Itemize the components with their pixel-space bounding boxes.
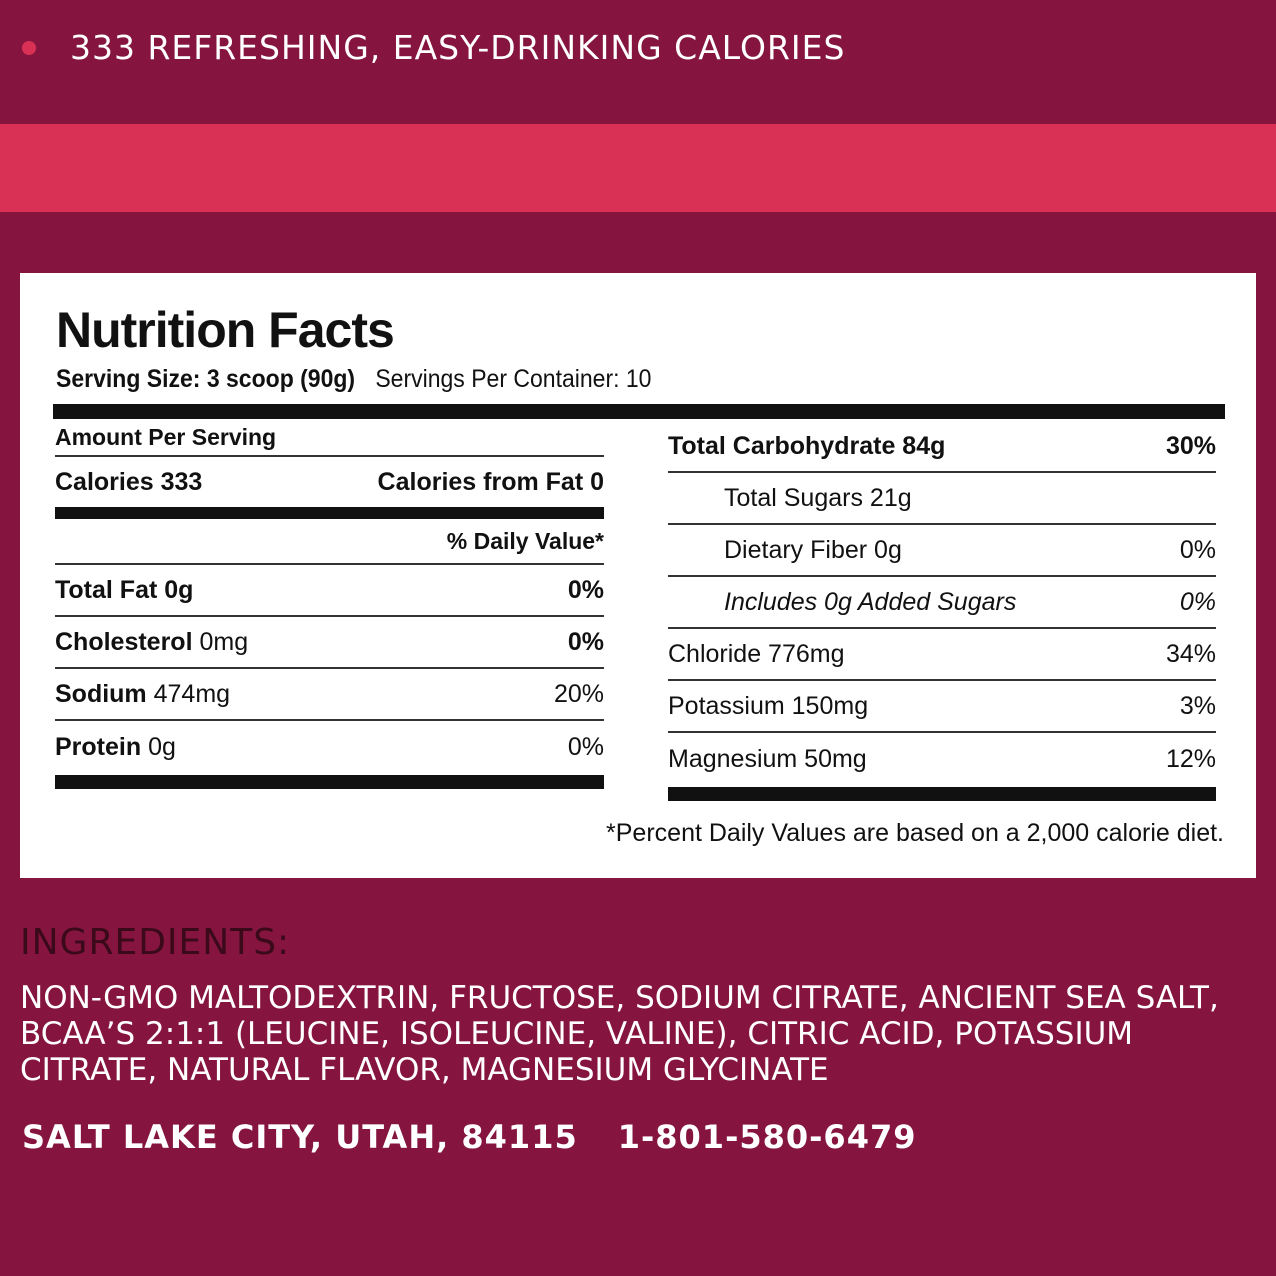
nutrient-name: Total Carbohydrate 84g bbox=[668, 431, 946, 460]
right-column: Total Carbohydrate 84g 30% Total Sugars … bbox=[668, 421, 1216, 801]
divider-thick bbox=[53, 404, 1225, 419]
serving-info: Serving Size: 3 scoop (90g) Servings Per … bbox=[56, 365, 651, 394]
nutrient-dv: 20% bbox=[553, 679, 604, 708]
nutrient-row-cholesterol: Cholesterol 0mg 0% bbox=[55, 617, 604, 669]
nutrient-name: Potassium 150mg bbox=[668, 691, 869, 720]
ingredients-heading: INGREDIENTS: bbox=[20, 922, 291, 963]
nutrient-name: Total Fat 0g bbox=[55, 575, 194, 604]
nutrient-dv: 0% bbox=[1179, 587, 1216, 616]
headline-text: 333 REFRESHING, EASY-DRINKING CALORIES bbox=[70, 28, 846, 67]
divider-thick bbox=[55, 775, 604, 789]
bullet-dot-icon bbox=[22, 40, 36, 55]
nutrient-amount: 0g bbox=[141, 732, 176, 761]
nutrient-row-total-fat: Total Fat 0g 0% bbox=[55, 565, 604, 617]
nutrition-title: Nutrition Facts bbox=[56, 302, 395, 358]
nutrient-name: Dietary Fiber 0g bbox=[724, 535, 902, 564]
nutrient-row-chloride: Chloride 776mg 34% bbox=[668, 629, 1216, 681]
phone: 1-801-580-6479 bbox=[617, 1118, 917, 1156]
nutrient-row-magnesium: Magnesium 50mg 12% bbox=[668, 733, 1216, 785]
nutrient-dv: 3% bbox=[1179, 691, 1216, 720]
nutrient-dv: 0% bbox=[567, 732, 604, 761]
nutrient-dv: 34% bbox=[1165, 639, 1216, 668]
nutrient-dv: 30% bbox=[1165, 431, 1216, 460]
nutrient-row-protein: Protein 0g 0% bbox=[55, 721, 604, 773]
nutrient-row-potassium: Potassium 150mg 3% bbox=[668, 681, 1216, 733]
divider-thick bbox=[55, 507, 604, 519]
serving-size: Serving Size: 3 scoop (90g) bbox=[56, 365, 356, 393]
nutrient-row-total-carbohydrate: Total Carbohydrate 84g 30% bbox=[668, 421, 1216, 473]
calories-from-fat: Calories from Fat 0 bbox=[377, 467, 604, 496]
nutrient-dv: 0% bbox=[1179, 535, 1216, 564]
accent-band bbox=[0, 124, 1276, 212]
nutrient-row-added-sugars: Includes 0g Added Sugars 0% bbox=[668, 577, 1216, 629]
nutrient-row-total-sugars: Total Sugars 21g bbox=[668, 473, 1216, 525]
nutrient-amount: 0mg bbox=[192, 627, 249, 656]
nutrition-facts-label: Nutrition Facts Serving Size: 3 scoop (9… bbox=[20, 273, 1256, 878]
nutrient-name: Cholesterol bbox=[55, 627, 193, 656]
servings-per-container: Servings Per Container: 10 bbox=[375, 365, 652, 393]
footnote: *Percent Daily Values are based on a 2,0… bbox=[606, 819, 1224, 847]
nutrient-name: Magnesium 50mg bbox=[668, 744, 867, 773]
nutrient-name: Protein bbox=[55, 732, 142, 761]
nutrient-dv: 12% bbox=[1165, 744, 1216, 773]
amount-per-serving: Amount Per Serving bbox=[55, 424, 277, 450]
daily-value-header-row: % Daily Value* bbox=[55, 519, 604, 565]
nutrient-dv: 0% bbox=[567, 575, 604, 604]
nutrient-row-sodium: Sodium 474mg 20% bbox=[55, 669, 604, 721]
nutrient-name: Sodium bbox=[55, 679, 147, 708]
daily-value-header: % Daily Value* bbox=[446, 527, 604, 554]
left-column: Amount Per Serving Calories 333 Calories… bbox=[55, 419, 604, 789]
amount-per-serving-row: Amount Per Serving bbox=[55, 419, 604, 457]
address: SALT LAKE CITY, UTAH, 84115 bbox=[22, 1118, 578, 1156]
nutrient-row-dietary-fiber: Dietary Fiber 0g 0% bbox=[668, 525, 1216, 577]
nutrient-name: Total Sugars 21g bbox=[724, 483, 912, 512]
nutrient-dv: 0% bbox=[567, 627, 604, 656]
calories-row: Calories 333 Calories from Fat 0 bbox=[55, 457, 604, 507]
nutrient-name: Chloride 776mg bbox=[668, 639, 845, 668]
divider-thick bbox=[668, 787, 1216, 801]
calories: Calories 333 bbox=[55, 467, 203, 496]
contact-info: SALT LAKE CITY, UTAH, 84115 1-801-580-647… bbox=[22, 1118, 916, 1156]
ingredients-text: NON-GMO MALTODEXTRIN, FRUCTOSE, SODIUM C… bbox=[20, 980, 1219, 1088]
nutrient-amount: 474mg bbox=[146, 679, 231, 708]
headline: 333 REFRESHING, EASY-DRINKING CALORIES bbox=[22, 28, 845, 67]
nutrient-name: Includes 0g Added Sugars bbox=[724, 587, 1017, 616]
